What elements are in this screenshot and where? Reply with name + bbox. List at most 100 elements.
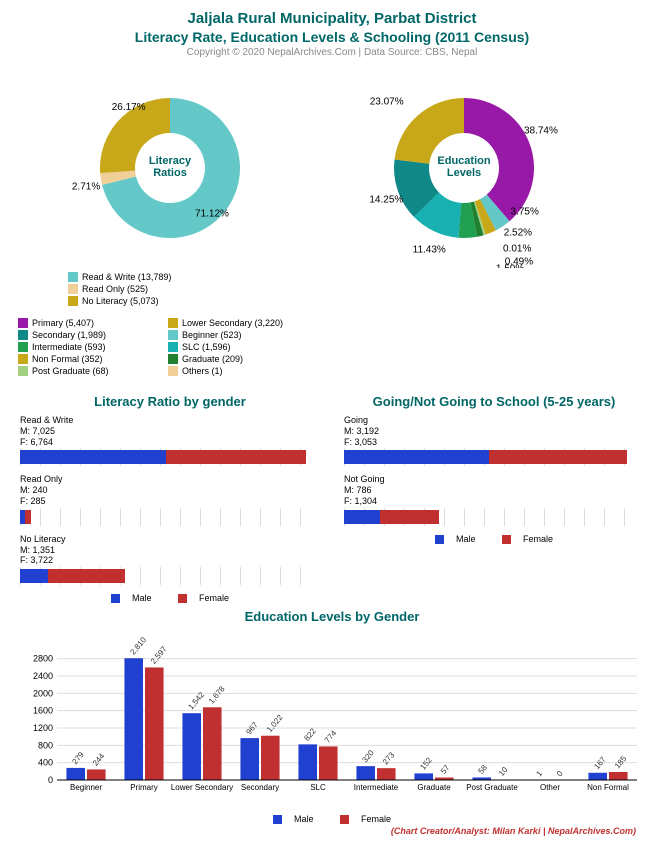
svg-text:320: 320: [360, 748, 376, 764]
x-axis-label: Non Formal: [587, 783, 629, 792]
hbar-label: GoingM: 3,192F: 3,053: [344, 415, 644, 447]
page-title: Jaljala Rural Municipality, Parbat Distr…: [8, 10, 656, 27]
x-axis-label: Secondary: [241, 783, 279, 792]
svg-text:58: 58: [476, 763, 489, 776]
donut-center-label: Levels: [447, 167, 481, 179]
slice-label: 23.07%: [370, 96, 404, 107]
x-axis-label: Primary: [130, 783, 158, 792]
svg-text:800: 800: [38, 741, 53, 751]
svg-text:1,678: 1,678: [207, 684, 227, 706]
bar-male: [124, 659, 143, 781]
x-axis-label: Other: [540, 783, 560, 792]
hbar-label: No LiteracyM: 1,351F: 3,722: [20, 534, 320, 566]
svg-text:1,022: 1,022: [265, 713, 285, 735]
hbar-label: Not GoingM: 786F: 1,304: [344, 474, 644, 506]
chart-credit: (Chart Creator/Analyst: Milan Karki | Ne…: [8, 826, 656, 836]
slice-label: 26.17%: [112, 102, 146, 113]
legend-item: Others (1): [168, 366, 318, 376]
legend-item: Secondary (1,989): [18, 330, 168, 340]
hbar-row: GoingM: 3,192F: 3,053: [344, 415, 644, 466]
svg-text:0: 0: [48, 775, 53, 785]
slice-label: 38.74%: [524, 126, 558, 137]
bar-male: [240, 738, 259, 780]
legend-item: Read Only (525): [68, 284, 198, 294]
bar-female: [609, 772, 628, 780]
copyright-text: Copyright © 2020 NepalArchives.Com | Dat…: [8, 47, 656, 58]
hbar-row: Read & WriteM: 7,025F: 6,764: [20, 415, 320, 466]
slice-label: 14.25%: [369, 194, 403, 205]
legend-item: Lower Secondary (3,220): [168, 318, 318, 328]
bar-male: [414, 774, 433, 781]
mf-legend: Male Female: [20, 593, 320, 603]
legend-item: Beginner (523): [168, 330, 318, 340]
bar-female: [145, 668, 164, 781]
svg-text:774: 774: [323, 729, 339, 745]
bar-female: [261, 736, 280, 780]
slice-label: 3.75%: [511, 206, 539, 217]
x-axis-label: Post Graduate: [466, 783, 518, 792]
x-axis-label: Beginner: [70, 783, 102, 792]
legend-item: Graduate (209): [168, 354, 318, 364]
legend-item: Read & Write (13,789): [68, 272, 198, 282]
legend-item: Primary (5,407): [18, 318, 168, 328]
svg-text:967: 967: [244, 720, 260, 736]
literacy-gender-title: Literacy Ratio by gender: [20, 394, 320, 409]
x-axis-label: Graduate: [417, 783, 451, 792]
slice-label: 2.71%: [72, 181, 100, 192]
svg-text:167: 167: [592, 755, 608, 771]
slice-label: 2.52%: [504, 227, 532, 238]
donut-center-label: Education: [437, 155, 490, 167]
mf-legend: Male Female: [344, 534, 644, 544]
hbar-row: Not GoingM: 786F: 1,304: [344, 474, 644, 525]
bar-male: [298, 745, 317, 781]
svg-text:279: 279: [70, 750, 86, 766]
svg-text:2,810: 2,810: [128, 635, 148, 657]
svg-text:1: 1: [534, 769, 544, 779]
slice-label: 0.01%: [503, 243, 531, 254]
hbar-row: Read OnlyM: 240F: 285: [20, 474, 320, 525]
svg-text:0: 0: [555, 769, 565, 779]
donut-slice: [395, 98, 464, 164]
bar-male: [182, 713, 201, 780]
svg-text:244: 244: [91, 752, 107, 768]
donut-center-label: Literacy: [149, 155, 192, 167]
svg-text:1200: 1200: [33, 723, 53, 733]
legend-item: Post Graduate (68): [18, 366, 168, 376]
svg-text:2800: 2800: [33, 654, 53, 664]
literacy-by-gender-chart: Literacy Ratio by gender Read & WriteM: …: [20, 388, 320, 603]
hbar-row: No LiteracyM: 1,351F: 3,722: [20, 534, 320, 585]
bar-female: [203, 708, 222, 781]
x-axis-label: Intermediate: [354, 783, 399, 792]
literacy-legend: Read & Write (13,789) Read Only (525) No L…: [8, 272, 328, 308]
svg-text:2000: 2000: [33, 689, 53, 699]
slice-label: 71.12%: [195, 208, 229, 219]
literacy-donut-chart: 71.12% 2.71% 26.17% LiteracyRatios: [20, 68, 320, 268]
legend-item: Non Formal (352): [18, 354, 168, 364]
education-legend: Primary (5,407)Lower Secondary (3,220)Se…: [8, 318, 348, 378]
hbar-label: Read & WriteM: 7,025F: 6,764: [20, 415, 320, 447]
bar-male: [588, 773, 607, 780]
mf-legend: Male Female: [8, 814, 656, 824]
svg-text:2,597: 2,597: [149, 645, 169, 667]
svg-text:1600: 1600: [33, 706, 53, 716]
svg-text:822: 822: [302, 727, 318, 743]
slice-label: 11.43%: [413, 244, 446, 255]
x-axis-label: Lower Secondary: [171, 783, 233, 792]
legend-item: No Literacy (5,073): [68, 296, 198, 306]
donut-center-label: Ratios: [153, 167, 187, 179]
x-axis-label: SLC: [310, 783, 326, 792]
svg-text:152: 152: [418, 756, 434, 772]
schooling-chart: Going/Not Going to School (5-25 years) G…: [344, 388, 644, 603]
schooling-title: Going/Not Going to School (5-25 years): [344, 394, 644, 409]
bar-female: [87, 770, 106, 781]
education-donut-chart: 38.74%3.75%2.52%0.01%0.49%1.50%4.25%11.4…: [344, 68, 644, 268]
bar-female: [377, 768, 396, 780]
legend-item: Intermediate (593): [18, 342, 168, 352]
svg-text:400: 400: [38, 758, 53, 768]
education-by-gender-chart: Education Levels by Gender 0 400 800 1200 16…: [8, 609, 656, 824]
svg-text:2400: 2400: [33, 671, 53, 681]
svg-text:273: 273: [381, 750, 397, 766]
svg-text:57: 57: [439, 763, 452, 776]
edu-gender-title: Education Levels by Gender: [8, 609, 656, 624]
hbar-label: Read OnlyM: 240F: 285: [20, 474, 320, 506]
